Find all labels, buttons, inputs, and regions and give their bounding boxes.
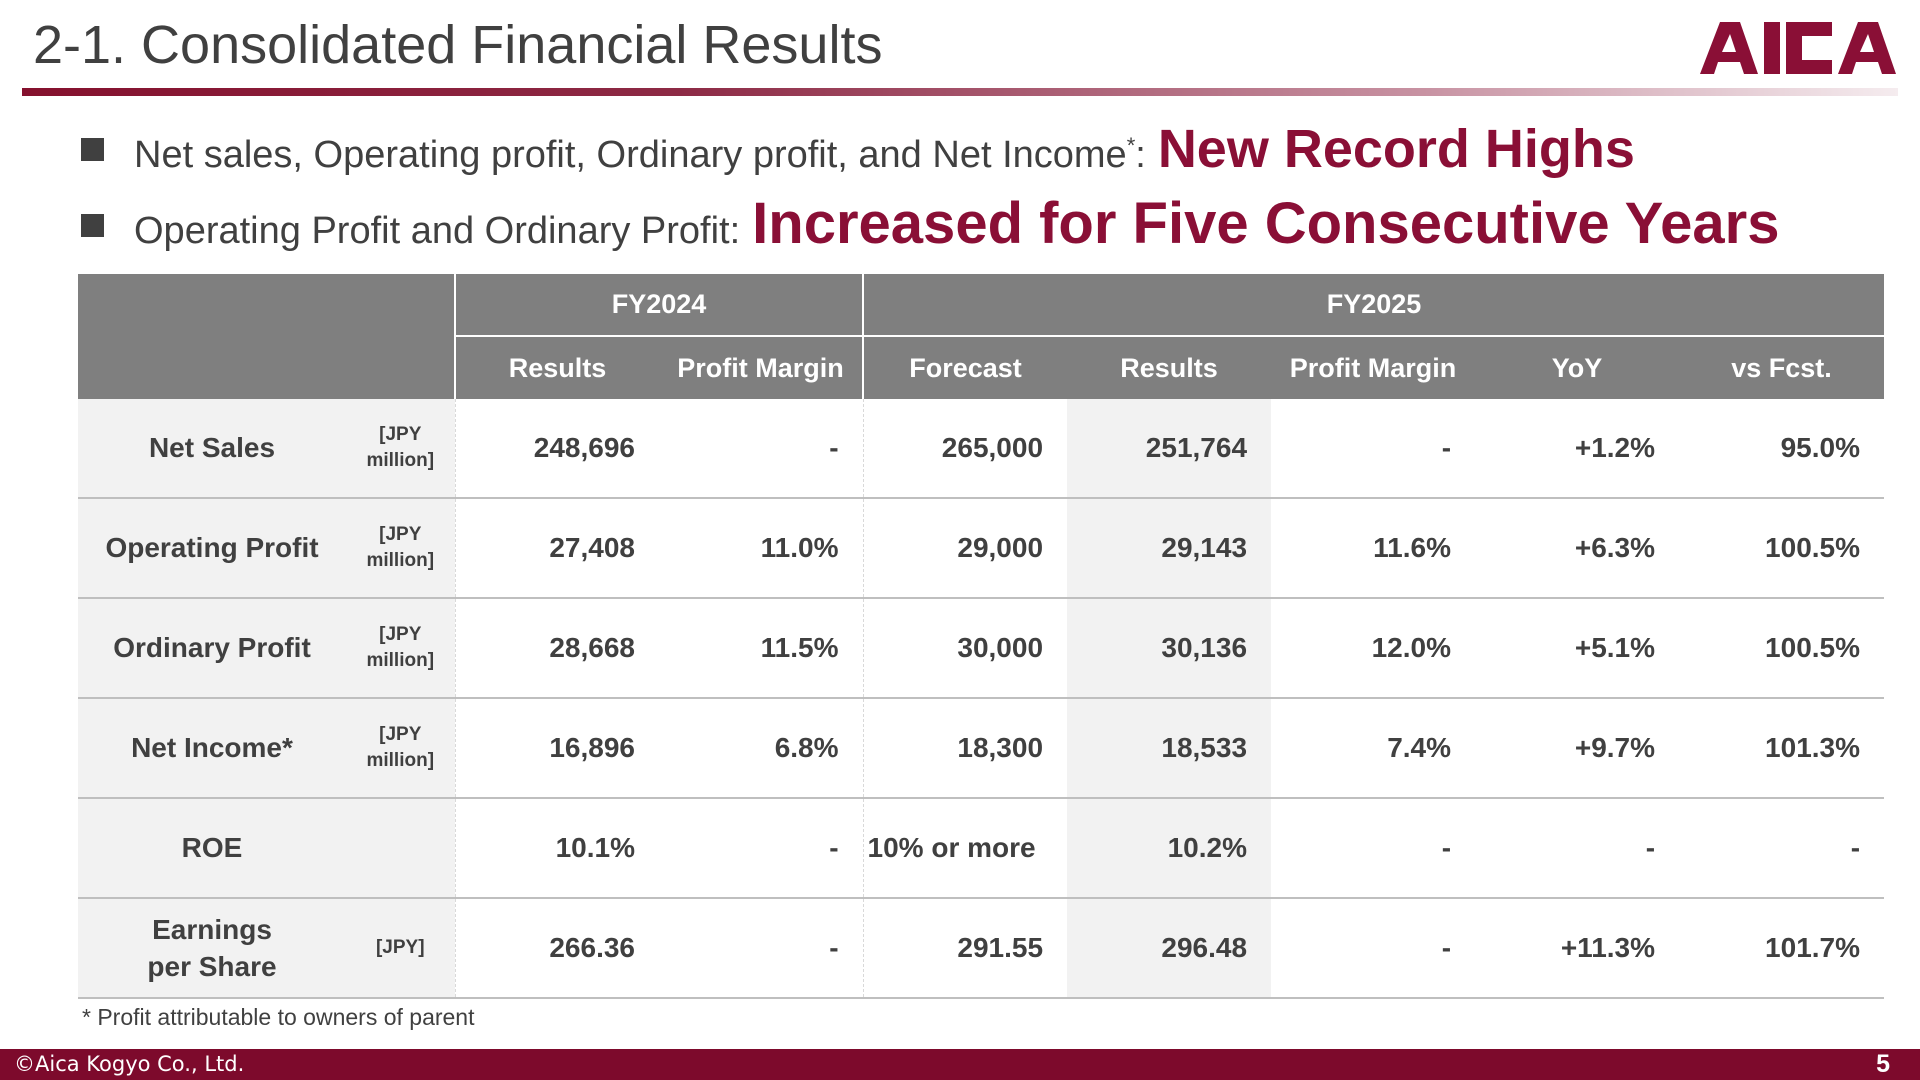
table-cell: - xyxy=(659,798,864,899)
bullet-colon: : xyxy=(1135,134,1146,176)
table-cell: 95.0% xyxy=(1679,399,1885,499)
table-cell: +6.3% xyxy=(1475,498,1680,599)
row-label: Ordinary Profit xyxy=(78,598,346,699)
bullet-consecutive-years: Operating Profit and Ordinary Profit: In… xyxy=(81,190,1780,257)
table-cell: 10.2% xyxy=(1067,798,1272,899)
table-cell: 29,143 xyxy=(1067,498,1272,599)
table-cell: 7.4% xyxy=(1271,698,1476,799)
row-label: Earnings per Share xyxy=(78,898,346,999)
table-cell: 27,408 xyxy=(454,498,659,599)
row-unit: [JPY million] xyxy=(346,498,455,599)
copyright: ©Aica Kogyo Co., Ltd. xyxy=(14,1052,245,1076)
table-cell: 16,896 xyxy=(454,698,659,799)
column-header-row: Results Profit Margin Forecast Results P… xyxy=(78,336,1885,399)
row-unit: [JPY] xyxy=(346,898,455,999)
asterisk: * xyxy=(1126,133,1136,158)
table-cell: - xyxy=(1271,399,1476,499)
group-header-fy2025: FY2025 xyxy=(862,274,1885,337)
table-cell: 29,000 xyxy=(862,498,1068,599)
table-row: Net Sales [JPY million] 248,696 - 265,00… xyxy=(78,399,1885,499)
bullet-text: Operating Profit and Ordinary Profit: xyxy=(134,210,741,252)
table-cell: 101.3% xyxy=(1679,698,1885,799)
row-label: Net Income* xyxy=(78,698,346,799)
table-cell: - xyxy=(1271,798,1476,899)
page-title: 2-1. Consolidated Financial Results xyxy=(33,15,883,75)
page-number: 5 xyxy=(1876,1050,1890,1078)
table-cell: 10% or more xyxy=(862,798,1068,899)
table-cell: - xyxy=(1475,798,1680,899)
table-cell: 18,533 xyxy=(1067,698,1272,799)
table-cell: - xyxy=(1679,798,1885,899)
table-cell: - xyxy=(659,898,864,999)
table-cell: 30,136 xyxy=(1067,598,1272,699)
bullet-text: Net sales, Operating profit, Ordinary pr… xyxy=(134,134,1127,176)
table-cell: - xyxy=(659,399,864,499)
table-cell: +5.1% xyxy=(1475,598,1680,699)
col-header: vs Fcst. xyxy=(1679,336,1885,399)
group-header-fy2024: FY2024 xyxy=(453,274,864,337)
table-cell: +1.2% xyxy=(1475,399,1680,499)
table-cell: 101.7% xyxy=(1679,898,1885,999)
table-cell: 12.0% xyxy=(1271,598,1476,699)
table-cell: 100.5% xyxy=(1679,498,1885,599)
row-label: ROE xyxy=(78,798,346,899)
bullet-square-icon xyxy=(81,214,104,237)
footer-bar: ©Aica Kogyo Co., Ltd. 5 xyxy=(0,1049,1920,1080)
table-cell: 30,000 xyxy=(862,598,1068,699)
row-label: Net Sales xyxy=(78,399,346,499)
aica-logo xyxy=(1700,22,1896,74)
table-cell: 266.36 xyxy=(454,898,659,999)
table-cell: 265,000 xyxy=(862,399,1068,499)
table-row: Earnings per Share [JPY] 266.36 - 291.55… xyxy=(78,898,1885,999)
bullet-record-highs: Net sales, Operating profit, Ordinary pr… xyxy=(81,118,1635,180)
table-cell: +9.7% xyxy=(1475,698,1680,799)
table-cell: 6.8% xyxy=(659,698,864,799)
table-cell: 28,668 xyxy=(454,598,659,699)
table-cell: 248,696 xyxy=(454,399,659,499)
col-header: Results xyxy=(1067,336,1272,399)
table-cell: 100.5% xyxy=(1679,598,1885,699)
table-row: Net Income* [JPY million] 16,896 6.8% 18… xyxy=(78,698,1885,799)
table-row: Operating Profit [JPY million] 27,408 11… xyxy=(78,498,1885,599)
group-header-row: FY2024 FY2025 xyxy=(78,274,1885,399)
col-header: Profit Margin xyxy=(659,336,864,399)
table-cell: - xyxy=(1271,898,1476,999)
row-label: Operating Profit xyxy=(78,498,346,599)
bullet-highlight: Increased for Five Consecutive Years xyxy=(752,191,1780,256)
table-cell: +11.3% xyxy=(1475,898,1680,999)
table-row: Ordinary Profit [JPY million] 28,668 11.… xyxy=(78,598,1885,699)
row-unit: [JPY million] xyxy=(346,399,455,499)
col-header: Results xyxy=(454,336,659,399)
col-header: YoY xyxy=(1475,336,1680,399)
table-cell: 18,300 xyxy=(862,698,1068,799)
col-header: Profit Margin xyxy=(1271,336,1476,399)
table-cell: 11.0% xyxy=(659,498,864,599)
table-cell: 251,764 xyxy=(1067,399,1272,499)
col-header: Forecast xyxy=(862,336,1068,399)
corner-header xyxy=(78,274,455,399)
footnote: * Profit attributable to owners of paren… xyxy=(82,1004,475,1030)
table-cell: 296.48 xyxy=(1067,898,1272,999)
title-underline xyxy=(22,88,1898,96)
row-unit: [JPY million] xyxy=(346,698,455,799)
row-unit xyxy=(346,798,455,899)
table-cell: 10.1% xyxy=(454,798,659,899)
table-cell: 11.6% xyxy=(1271,498,1476,599)
table-cell: 291.55 xyxy=(862,898,1068,999)
table-cell: 11.5% xyxy=(659,598,864,699)
row-unit: [JPY million] xyxy=(346,598,455,699)
bullet-highlight: New Record Highs xyxy=(1157,119,1635,179)
bullet-square-icon xyxy=(81,138,104,161)
table-row: ROE 10.1% - 10% or more 10.2% - - - xyxy=(78,798,1885,899)
financial-results-table: FY2024 FY2025 Results Profit Margin Fore… xyxy=(78,274,1885,999)
